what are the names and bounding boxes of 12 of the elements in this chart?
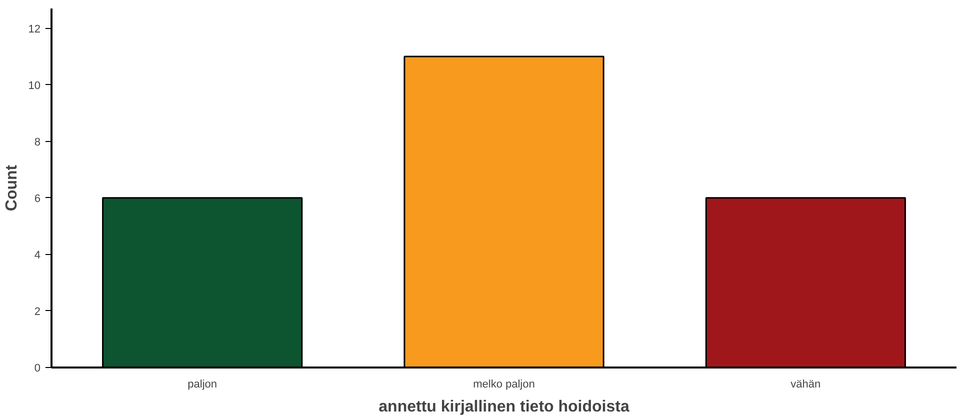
y-tick-label: 10 [28,80,41,92]
x-tick-label: paljon [188,378,218,390]
y-tick-label: 4 [34,249,41,262]
y-tick-label: 8 [34,136,41,148]
y-tick-label: 6 [34,192,41,205]
x-axis-title: annettu kirjallinen tieto hoidoista [378,398,630,416]
y-tick-label: 2 [34,306,41,318]
y-axis-title: Count [3,164,20,212]
y-tick-label: 12 [28,23,41,36]
y-tick-label: 0 [34,362,41,374]
x-tick-label: vähän [790,378,821,390]
x-tick-label: melko paljon [473,378,535,390]
